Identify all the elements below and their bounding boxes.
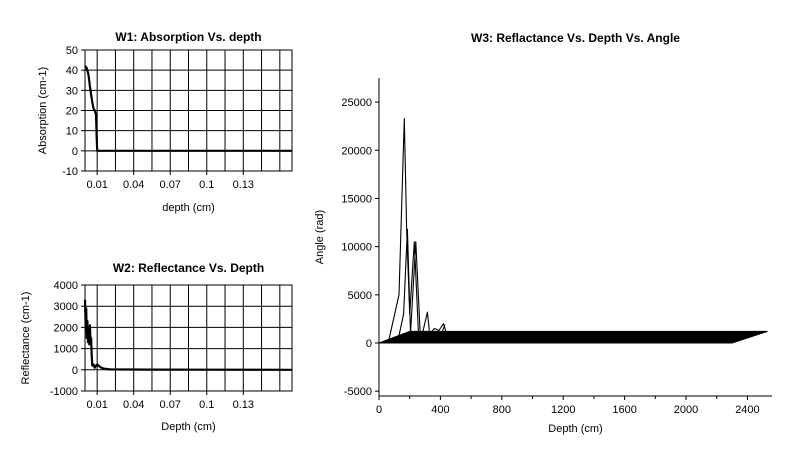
chart-title: W2: Reflectance Vs. Depth (113, 261, 264, 275)
x-tick-label: 2400 (735, 404, 759, 416)
x-tick-label: 0.13 (233, 179, 254, 191)
x-tick-label: 2000 (674, 404, 698, 416)
y-tick-label: 50 (66, 45, 78, 57)
chart-title: W1: Absorption Vs. depth (115, 30, 261, 44)
x-axis-label: depth (cm) (162, 202, 215, 214)
y-tick-label: 4000 (54, 280, 78, 292)
x-tick-label: 0.07 (160, 399, 181, 411)
y-tick-label: 10 (66, 126, 78, 138)
chart-w2: W2: Reflectance Vs. Depth -1000 0 1000 2000 3… (20, 261, 293, 433)
y-tick-label: 20000 (341, 145, 372, 157)
x-tick-label: 0.07 (160, 179, 181, 191)
series-line (387, 117, 420, 344)
y-axis-label: Angle (rad) (314, 210, 326, 264)
y-tick-label: 2000 (54, 322, 78, 334)
x-tick-label: 0.1 (199, 179, 214, 191)
y-axis-label: Reflectance (cm-1) (20, 292, 32, 385)
y-tick-label: 15000 (341, 193, 372, 205)
x-axis-label: Depth (cm) (161, 421, 215, 433)
y-tick-label: 25000 (341, 97, 372, 109)
y-tick-label: 5000 (348, 290, 372, 302)
x-tick-label: 0.01 (86, 179, 107, 191)
plot-frame (84, 284, 293, 392)
x-tick-label: 800 (493, 404, 511, 416)
x-tick-label: 0.04 (123, 179, 144, 191)
y-tick-label: 10000 (341, 242, 372, 254)
y-tick-label: -1000 (50, 386, 78, 398)
y-tick-label: -10 (62, 166, 78, 178)
x-axis-label: Depth (cm) (548, 423, 602, 435)
chart-title: W3: Reflactance Vs. Depth Vs. Angle (471, 31, 680, 45)
series-line (424, 324, 446, 344)
series-line (396, 228, 421, 344)
x-tick-label: 0 (376, 404, 382, 416)
x-tick-label: 0.13 (233, 399, 254, 411)
x-tick-label: 0.01 (86, 399, 107, 411)
x-tick-label: 1600 (612, 404, 636, 416)
y-axis-label: Absorption (cm-1) (37, 67, 49, 154)
series-line (83, 299, 293, 371)
chart-w3: W3: Reflactance Vs. Depth Vs. Angle -5000… (314, 31, 772, 435)
x-tick-label: 0.1 (199, 399, 214, 411)
y-tick-label: 20 (66, 106, 78, 118)
y-tick-label: 0 (72, 365, 78, 377)
y-tick-label: 30 (66, 85, 78, 97)
x-tick-label: 1200 (551, 404, 575, 416)
y-tick-label: 40 (66, 65, 78, 77)
y-tick-label: 3000 (54, 301, 78, 313)
y-tick-label: -5000 (344, 386, 372, 398)
y-tick-label: 0 (366, 338, 372, 350)
chart-w1: W1: Absorption Vs. depth -10 0 10 20 30 40 50 0.… (37, 30, 293, 214)
x-tick-label: 400 (431, 404, 449, 416)
y-tick-label: 1000 (54, 344, 78, 356)
series-line (415, 311, 449, 344)
x-tick-label: 0.04 (123, 399, 144, 411)
y-tick-label: 0 (72, 146, 78, 158)
series-line (84, 65, 292, 152)
